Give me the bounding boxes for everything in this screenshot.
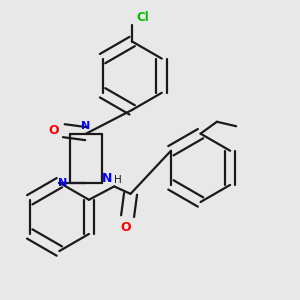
Text: Cl: Cl — [136, 11, 149, 24]
Text: N: N — [102, 172, 113, 185]
Text: O: O — [121, 220, 131, 234]
Text: N: N — [58, 178, 68, 188]
Text: H: H — [114, 175, 122, 185]
Text: N: N — [82, 121, 91, 131]
Text: O: O — [49, 124, 59, 137]
